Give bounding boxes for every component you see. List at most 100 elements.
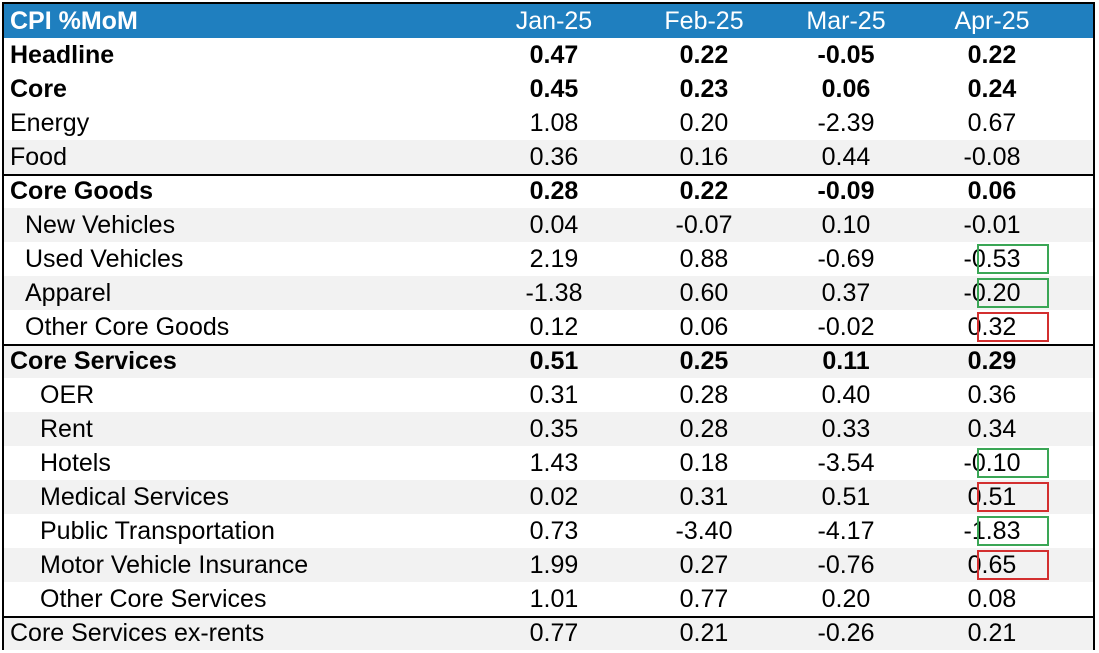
- value-cell: -3.54: [817, 449, 875, 477]
- highlight-box-green: [977, 244, 1049, 274]
- row-label: Hotels: [40, 449, 111, 477]
- value-cell: -1.83: [963, 517, 1021, 545]
- column-header-feb: Feb-25: [664, 7, 744, 35]
- value-cell: 0.23: [679, 75, 729, 103]
- highlight-box-red: [977, 482, 1049, 512]
- value-cell: 0.31: [529, 381, 579, 409]
- value-cell: 0.12: [529, 313, 579, 341]
- table-row: Used Vehicles 2.19 0.88 -0.69 -0.53: [4, 242, 1093, 276]
- value-cell: 0.51: [967, 483, 1017, 511]
- value-cell: -1.38: [525, 279, 583, 307]
- value-cell: 0.32: [967, 313, 1017, 341]
- row-label: Medical Services: [40, 483, 229, 511]
- value-cell: -0.09: [817, 177, 875, 205]
- value-cell: 0.28: [529, 177, 579, 205]
- value-cell: 0.60: [679, 279, 729, 307]
- column-header-mar: Mar-25: [806, 7, 886, 35]
- table-row: Motor Vehicle Insurance 1.99 0.27 -0.76 0.65: [4, 548, 1093, 582]
- value-cell: 0.77: [529, 619, 579, 647]
- value-cell: 0.35: [529, 415, 579, 443]
- row-label: Core Services ex-rents: [10, 619, 265, 647]
- table-row: Other Core Services 1.01 0.77 0.20 0.08: [4, 582, 1093, 616]
- row-label: Headline: [10, 41, 115, 69]
- value-cell: 0.67: [967, 109, 1017, 137]
- value-cell: -0.05: [817, 41, 875, 69]
- table-row: Headline 0.47 0.22 -0.05 0.22: [4, 38, 1093, 72]
- row-label: Core Services: [10, 347, 177, 375]
- value-cell: 0.34: [967, 415, 1017, 443]
- value-cell: 0.04: [529, 211, 579, 239]
- value-cell: 0.77: [679, 585, 729, 613]
- value-cell: 0.06: [679, 313, 729, 341]
- table-row: Apparel -1.38 0.60 0.37 -0.20: [4, 276, 1093, 310]
- value-cell: -4.17: [817, 517, 875, 545]
- value-cell: 0.08: [967, 585, 1017, 613]
- row-label: Used Vehicles: [25, 245, 184, 273]
- value-cell: 0.73: [529, 517, 579, 545]
- highlight-box-red: [977, 550, 1049, 580]
- value-cell: 0.20: [679, 109, 729, 137]
- row-label: Core: [10, 75, 67, 103]
- highlight-box-green: [977, 516, 1049, 546]
- table-row: Other Core Goods 0.12 0.06 -0.02 0.32: [4, 310, 1093, 344]
- value-cell: 0.65: [967, 551, 1017, 579]
- column-header-apr: Apr-25: [954, 7, 1030, 35]
- value-cell: 0.25: [679, 347, 729, 375]
- value-cell: 0.21: [679, 619, 729, 647]
- table-row: OER 0.31 0.28 0.40 0.36: [4, 378, 1093, 412]
- value-cell: 0.06: [967, 177, 1017, 205]
- table-row: Hotels 1.43 0.18 -3.54 -0.10: [4, 446, 1093, 480]
- row-label: Core Goods: [10, 177, 154, 205]
- value-cell: 1.43: [529, 449, 579, 477]
- value-cell: -2.39: [817, 109, 875, 137]
- value-cell: 0.22: [967, 41, 1017, 69]
- value-cell: 0.21: [967, 619, 1017, 647]
- table-row: New Vehicles 0.04 -0.07 0.10 -0.01: [4, 208, 1093, 242]
- value-cell: 0.24: [967, 75, 1017, 103]
- table-row: Energy 1.08 0.20 -2.39 0.67: [4, 106, 1093, 140]
- row-label: Motor Vehicle Insurance: [40, 551, 309, 579]
- value-cell: -3.40: [675, 517, 733, 545]
- table-row: Medical Services 0.02 0.31 0.51 0.51: [4, 480, 1093, 514]
- row-label: OER: [40, 381, 95, 409]
- table-row: Core 0.45 0.23 0.06 0.24: [4, 72, 1093, 106]
- value-cell: 0.28: [679, 415, 729, 443]
- table-row: Core Services ex-rents 0.77 0.21 -0.26 0.21: [4, 616, 1093, 650]
- row-label: Energy: [10, 109, 90, 137]
- highlight-box-red: [977, 312, 1049, 342]
- value-cell: 1.08: [529, 109, 579, 137]
- value-cell: 0.33: [821, 415, 871, 443]
- row-label: Public Transportation: [40, 517, 275, 545]
- value-cell: 0.28: [679, 381, 729, 409]
- value-cell: -0.76: [817, 551, 875, 579]
- value-cell: -0.07: [675, 211, 733, 239]
- value-cell: 0.88: [679, 245, 729, 273]
- value-cell: -0.69: [817, 245, 875, 273]
- value-cell: -0.01: [963, 211, 1021, 239]
- value-cell: 0.36: [967, 381, 1017, 409]
- row-label: Food: [10, 143, 67, 171]
- value-cell: 0.10: [821, 211, 871, 239]
- table-row: Public Transportation 0.73 -3.40 -4.17 -1.83: [4, 514, 1093, 548]
- value-cell: 1.99: [529, 551, 579, 579]
- table-title: CPI %MoM: [10, 7, 138, 35]
- value-cell: -0.10: [963, 449, 1021, 477]
- row-label: New Vehicles: [25, 211, 176, 239]
- column-header-jan: Jan-25: [515, 7, 593, 35]
- value-cell: -0.08: [963, 143, 1021, 171]
- value-cell: 0.29: [967, 347, 1017, 375]
- value-cell: 0.22: [679, 41, 729, 69]
- value-cell: 0.47: [529, 41, 579, 69]
- value-cell: 0.51: [529, 347, 579, 375]
- value-cell: 0.51: [821, 483, 871, 511]
- value-cell: -0.02: [817, 313, 875, 341]
- value-cell: 0.16: [679, 143, 729, 171]
- value-cell: -0.20: [963, 279, 1021, 307]
- row-label: Rent: [40, 415, 93, 443]
- row-label: Apparel: [25, 279, 112, 307]
- value-cell: 0.02: [529, 483, 579, 511]
- value-cell: 0.11: [822, 347, 870, 375]
- table-row: Core Services 0.51 0.25 0.11 0.29: [4, 344, 1093, 378]
- row-label: Other Core Services: [40, 585, 267, 613]
- value-cell: 0.37: [821, 279, 871, 307]
